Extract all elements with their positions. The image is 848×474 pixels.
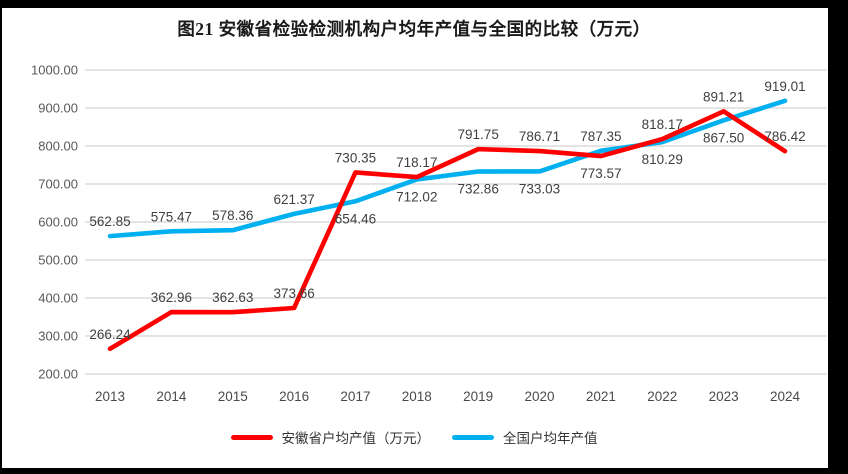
y-axis-tick-label: 900.00 [38, 101, 78, 116]
data-label: 786.42 [764, 129, 805, 144]
frame-border-left [0, 0, 2, 474]
data-label: 891.21 [703, 89, 744, 104]
x-axis-tick-label: 2024 [770, 389, 801, 404]
x-axis-tick-label: 2015 [218, 389, 248, 404]
legend-line-swatch-red [230, 434, 273, 440]
series-line-1 [107, 98, 788, 239]
y-axis-tick-label: 500.00 [38, 253, 78, 268]
data-label: 266.24 [89, 327, 131, 342]
x-axis-tick-label: 2018 [402, 389, 432, 404]
x-axis-tick-label: 2020 [525, 389, 555, 404]
data-label: 919.01 [764, 79, 805, 94]
data-label: 654.46 [335, 211, 376, 226]
data-label: 575.47 [151, 209, 192, 224]
y-axis-tick-label: 300.00 [38, 329, 78, 344]
data-label: 362.96 [151, 290, 192, 305]
data-label: 732.86 [458, 182, 499, 197]
y-axis-tick-label: 400.00 [38, 291, 78, 306]
data-label: 578.36 [212, 208, 253, 223]
data-label: 362.63 [212, 290, 253, 305]
y-axis-tick-label: 700.00 [38, 177, 78, 192]
frame-border-right [828, 0, 848, 474]
data-label: 712.02 [396, 189, 437, 204]
x-axis-tick-label: 2014 [156, 389, 187, 404]
legend-item-national: 全国户均年产值 [452, 427, 598, 447]
data-label: 562.85 [89, 214, 130, 229]
legend-label: 全国户均年产值 [503, 431, 598, 446]
data-label: 818.17 [642, 117, 683, 132]
y-axis-tick-label: 600.00 [38, 215, 78, 230]
y-axis-tick-label: 200.00 [38, 367, 78, 382]
legend-item-anhui: 安徽省户均产值（万元） [230, 427, 431, 447]
data-label: 786.71 [519, 129, 560, 144]
x-axis-tick-label: 2019 [463, 389, 493, 404]
data-label: 810.29 [642, 152, 683, 167]
data-label: 718.17 [396, 155, 437, 170]
data-label: 621.37 [273, 192, 314, 207]
legend-label: 安徽省户均产值（万元） [281, 431, 431, 446]
data-label: 730.35 [335, 150, 376, 165]
series-line-0 [107, 109, 788, 352]
data-label: 373.66 [273, 286, 314, 301]
chart-legend: 安徽省户均产值（万元） 全国户均年产值 [0, 423, 828, 451]
x-axis-tick-label: 2013 [95, 389, 125, 404]
data-label: 787.35 [580, 129, 621, 144]
frame-border-top [0, 0, 848, 8]
x-axis-tick-label: 2021 [586, 389, 616, 404]
x-axis-tick-label: 2017 [340, 389, 370, 404]
y-axis-tick-label: 800.00 [38, 139, 78, 154]
chart-title: 图21 安徽省检验检测机构户均年产值与全国的比较（万元） [177, 19, 651, 39]
data-label: 867.50 [703, 130, 744, 145]
legend-line-swatch-blue [452, 434, 494, 440]
x-axis-tick-label: 2022 [647, 389, 677, 404]
data-label: 791.75 [458, 127, 499, 142]
data-label: 733.03 [519, 181, 560, 196]
y-axis-tick-label: 1000.00 [31, 63, 78, 78]
frame-border-bottom [0, 468, 848, 474]
x-axis-tick-label: 2016 [279, 389, 309, 404]
x-axis-tick-label: 2023 [709, 389, 739, 404]
data-label: 773.57 [580, 166, 621, 181]
